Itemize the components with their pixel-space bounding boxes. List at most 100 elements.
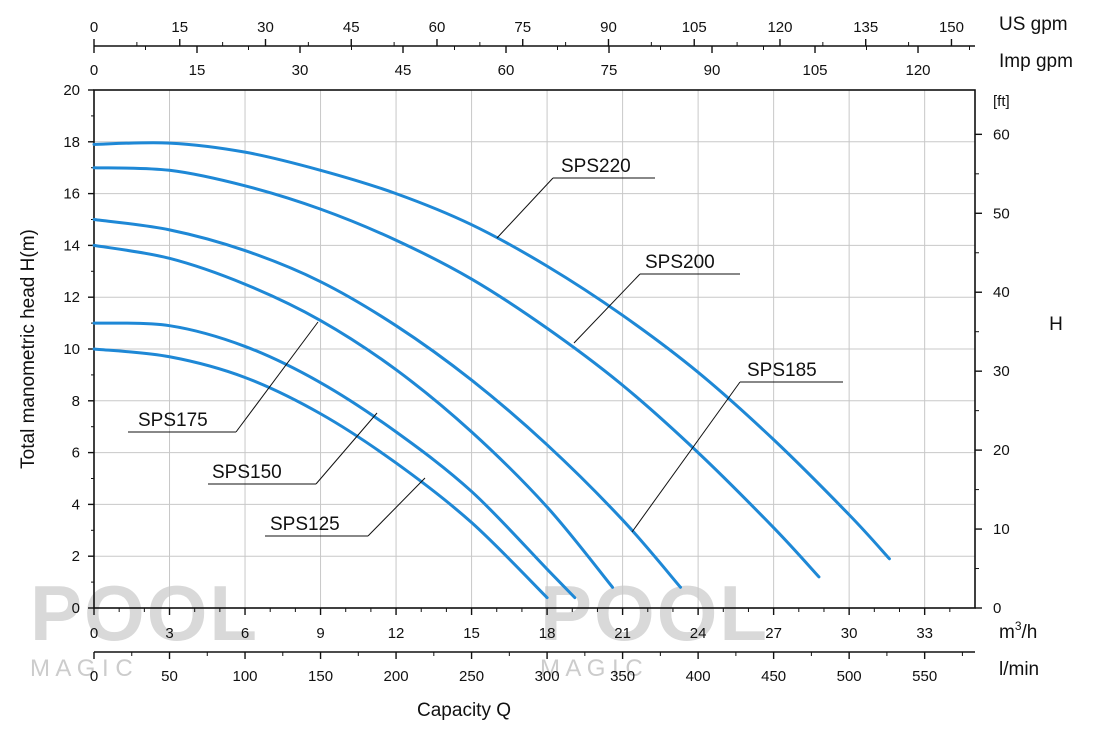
y2-tick-label: 10 (993, 521, 1010, 538)
x-tick-label: 18 (539, 625, 556, 642)
impgpm-tick-label: 30 (292, 62, 309, 79)
impgpm-unit-label: Imp gpm (999, 51, 1073, 72)
watermark-layer: POOL POOL M A G I C M A G I C (30, 569, 769, 682)
usgpm-tick-label: 90 (600, 19, 617, 36)
x-tick-label: 3 (165, 625, 173, 642)
impgpm-tick-label: 45 (395, 62, 412, 79)
y2-tick-label: 20 (993, 442, 1010, 459)
y-tick-label: 16 (63, 186, 80, 203)
watermark-sub-left: M A G I C (30, 655, 133, 682)
usgpm-tick-label: 60 (429, 19, 446, 36)
y2-axis-title: H (1049, 314, 1063, 335)
usgpm-tick-label: 135 (853, 19, 878, 36)
x-axis-title: Capacity Q (417, 700, 511, 721)
y-tick-label: 20 (63, 82, 80, 99)
curve-sps220 (92, 141, 891, 561)
lmin-tick-label: 250 (459, 668, 484, 685)
impgpm-tick-label: 90 (704, 62, 721, 79)
curve-label-sps150: SPS150 (212, 462, 282, 483)
usgpm-tick-label: 75 (514, 19, 531, 36)
x-tick-label: 24 (690, 625, 707, 642)
usgpm-tick-label: 30 (257, 19, 274, 36)
usgpm-tick-label: 150 (939, 19, 964, 36)
y-tick-label: 0 (72, 600, 80, 617)
y2-tick-label: 60 (993, 126, 1010, 143)
y-axis-title: Total manometric head H(m) (18, 229, 39, 469)
curve-sps175 (92, 243, 615, 589)
lmin-tick-label: 200 (384, 668, 409, 685)
x-unit-label: m3/h (999, 619, 1037, 643)
usgpm-tick-label: 45 (343, 19, 360, 36)
lmin-tick-label: 50 (161, 668, 178, 685)
curve-sps200 (92, 166, 821, 579)
y2-tick-label: 40 (993, 284, 1010, 301)
watermark-left: POOL (30, 569, 259, 657)
lmin-tick-label: 350 (610, 668, 635, 685)
lmin-tick-label: 100 (233, 668, 258, 685)
usgpm-unit-label: US gpm (999, 14, 1068, 35)
x-tick-label: 6 (241, 625, 249, 642)
impgpm-tick-label: 15 (189, 62, 206, 79)
x-tick-label: 30 (841, 625, 858, 642)
y-tick-label: 18 (63, 134, 80, 151)
lmin-tick-label: 0 (90, 668, 98, 685)
curve-label-sps185: SPS185 (747, 360, 817, 381)
label-leader-sps185 (631, 381, 741, 533)
x-tick-label: 9 (316, 625, 324, 642)
label-leader-sps125 (367, 477, 426, 537)
label-leader-sps150 (315, 412, 378, 485)
impgpm-tick-label: 120 (905, 62, 930, 79)
usgpm-tick-label: 120 (767, 19, 792, 36)
watermark-right: POOL (540, 569, 769, 657)
y-tick-label: 2 (72, 548, 80, 565)
watermark-sub-right: M A G I C (540, 655, 643, 682)
x-tick-label: 12 (388, 625, 405, 642)
y2-tick-label: 50 (993, 205, 1010, 222)
curve-sps125 (92, 347, 549, 600)
impgpm-tick-label: 75 (601, 62, 618, 79)
lmin-tick-label: 550 (912, 668, 937, 685)
lmin-tick-label: 300 (535, 668, 560, 685)
x-tick-label: 33 (916, 625, 933, 642)
usgpm-tick-label: 0 (90, 19, 98, 36)
lmin-unit-label: l/min (999, 659, 1039, 680)
curve-label-sps200: SPS200 (645, 252, 715, 273)
curve-label-sps220: SPS220 (561, 156, 631, 177)
lmin-tick-label: 500 (837, 668, 862, 685)
y2-unit-label: [ft] (993, 93, 1010, 110)
x-unit-superscript: 3 (1015, 619, 1022, 633)
impgpm-tick-label: 105 (802, 62, 827, 79)
lmin-tick-label: 400 (686, 668, 711, 685)
curve-label-sps175: SPS175 (138, 410, 208, 431)
label-leader-sps200 (573, 273, 641, 344)
grid-layer (94, 90, 975, 608)
x-tick-label: 21 (614, 625, 631, 642)
y-tick-label: 8 (72, 393, 80, 410)
x-tick-label: 0 (90, 625, 98, 642)
y-tick-label: 4 (72, 496, 80, 513)
usgpm-tick-label: 15 (171, 19, 188, 36)
y-tick-label: 12 (63, 289, 80, 306)
y2-tick-label: 30 (993, 363, 1010, 380)
x-tick-label: 15 (463, 625, 480, 642)
y-tick-label: 6 (72, 445, 80, 462)
curve-labels-layer: SPS125 SPS150 SPS175 SPS185 SPS200 SPS220 (128, 156, 843, 537)
label-leader-sps175 (235, 321, 319, 433)
x-unit-rest: /h (1022, 622, 1038, 643)
usgpm-tick-label: 105 (682, 19, 707, 36)
y-tick-label: 14 (63, 237, 80, 254)
impgpm-tick-label: 0 (90, 62, 98, 79)
curve-sps185 (92, 218, 682, 589)
lmin-tick-label: 450 (761, 668, 786, 685)
y2-tick-label: 0 (993, 600, 1001, 617)
impgpm-tick-label: 60 (498, 62, 515, 79)
curves-layer (92, 141, 891, 600)
label-leader-sps220 (496, 177, 554, 239)
x-tick-label: 27 (765, 625, 782, 642)
curve-label-sps125: SPS125 (270, 514, 340, 535)
curve-sps150 (92, 321, 577, 600)
lmin-tick-label: 150 (308, 668, 333, 685)
